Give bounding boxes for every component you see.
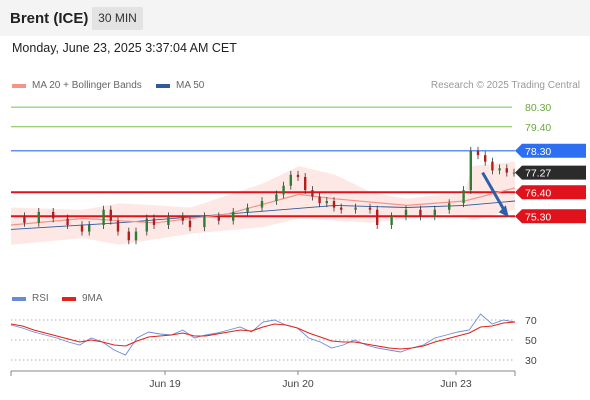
current-price-label: 77.27 <box>525 168 551 180</box>
rsi-series-rsi <box>10 313 516 356</box>
candle-body <box>167 216 170 226</box>
candle-body <box>275 194 278 201</box>
candle-body <box>232 211 235 221</box>
candle-body <box>37 211 40 223</box>
level-label-79-40: 79.40 <box>525 122 551 134</box>
forecast-arrow-shaft <box>481 171 507 213</box>
level-label-76-40: 76.40 <box>525 187 551 199</box>
level-label-75-30: 75.30 <box>525 211 551 223</box>
candle-body <box>127 231 130 241</box>
candle-body <box>448 203 451 210</box>
credit-label: Research © 2025 Trading Central <box>430 80 580 91</box>
candle-body <box>311 190 314 197</box>
candle-body <box>491 161 494 171</box>
candle-body <box>325 200 328 204</box>
candle-body <box>462 190 465 204</box>
legend-label-ma20: MA 20 + Bollinger Bands <box>32 80 142 91</box>
candle-body <box>376 209 379 226</box>
candle-body <box>88 225 91 232</box>
candle-body <box>296 174 300 177</box>
rsi-legend-swatch-rsi <box>12 296 26 301</box>
candle-body <box>469 150 472 191</box>
candle-body <box>304 176 307 191</box>
candle-body <box>145 218 148 232</box>
candle-body <box>246 207 249 212</box>
candle-body <box>80 225 84 232</box>
rsi-legend-item-rsi: RSI <box>12 293 49 304</box>
candle-body <box>498 168 501 171</box>
timestamp-label: Monday, June 23, 2025 3:37:04 AM CET <box>12 41 237 55</box>
candle-body <box>282 185 285 195</box>
candle-body <box>484 155 487 162</box>
candle-body <box>354 207 357 210</box>
legend-item-ma20: MA 20 + Bollinger Bands <box>12 80 142 91</box>
instrument-title: Brent (ICE) <box>10 10 89 27</box>
candle-body <box>260 200 264 208</box>
candle-body <box>116 220 120 232</box>
rsi-legend-label-rsi: RSI <box>32 293 49 304</box>
rsi-legend-label-9ma: 9MA <box>82 293 103 304</box>
candle-body <box>340 207 343 210</box>
rsi-series-9ma <box>10 321 516 350</box>
x-tick-label-jun-19: Jun 19 <box>149 378 181 390</box>
candle-body <box>419 209 422 217</box>
candle-body <box>52 211 55 219</box>
candle-body <box>476 150 480 156</box>
level-tag-78-30 <box>515 143 586 158</box>
candle-body <box>203 216 206 228</box>
legend-label-ma50: MA 50 <box>176 80 205 91</box>
rsi-tick-70: 70 <box>525 315 537 327</box>
candle-body <box>289 174 292 186</box>
rsi-tick-50: 50 <box>525 335 537 347</box>
candle-body <box>505 168 508 173</box>
candle-body <box>512 172 516 174</box>
current-price-tag <box>515 165 586 180</box>
timeframe-button[interactable]: 30 MIN <box>92 7 143 30</box>
candle-body <box>109 209 112 221</box>
candle-body <box>217 216 220 221</box>
candle-body <box>181 216 184 221</box>
rsi-legend-item-9ma: 9MA <box>62 293 103 304</box>
candle-body <box>332 200 336 208</box>
candle-body <box>404 209 408 217</box>
candle-body <box>188 220 192 228</box>
candle-body <box>390 216 393 226</box>
candle-body <box>134 231 138 241</box>
x-tick-label-jun-20: Jun 20 <box>282 378 314 390</box>
candle-body <box>66 218 69 226</box>
ma20-line <box>10 187 516 226</box>
rsi-tick-30: 30 <box>525 355 537 367</box>
candle-body <box>152 218 156 226</box>
candle-body <box>433 209 436 217</box>
candle-body <box>102 209 105 226</box>
rsi-legend-swatch-9ma <box>62 296 76 301</box>
candle-body <box>368 207 372 210</box>
level-label-78-30: 78.30 <box>525 146 551 158</box>
legend-item-ma50: MA 50 <box>156 80 204 91</box>
candle-body <box>23 216 26 223</box>
x-tick-label-jun-23: Jun 23 <box>440 378 472 390</box>
forecast-arrow-head <box>498 205 509 218</box>
level-tag-76-40 <box>515 185 586 200</box>
candle-body <box>318 196 321 204</box>
legend-swatch-ma20 <box>12 83 26 88</box>
level-label-80-30: 80.30 <box>525 102 551 114</box>
legend-swatch-ma50 <box>156 83 170 88</box>
level-tag-75-30 <box>515 209 586 224</box>
